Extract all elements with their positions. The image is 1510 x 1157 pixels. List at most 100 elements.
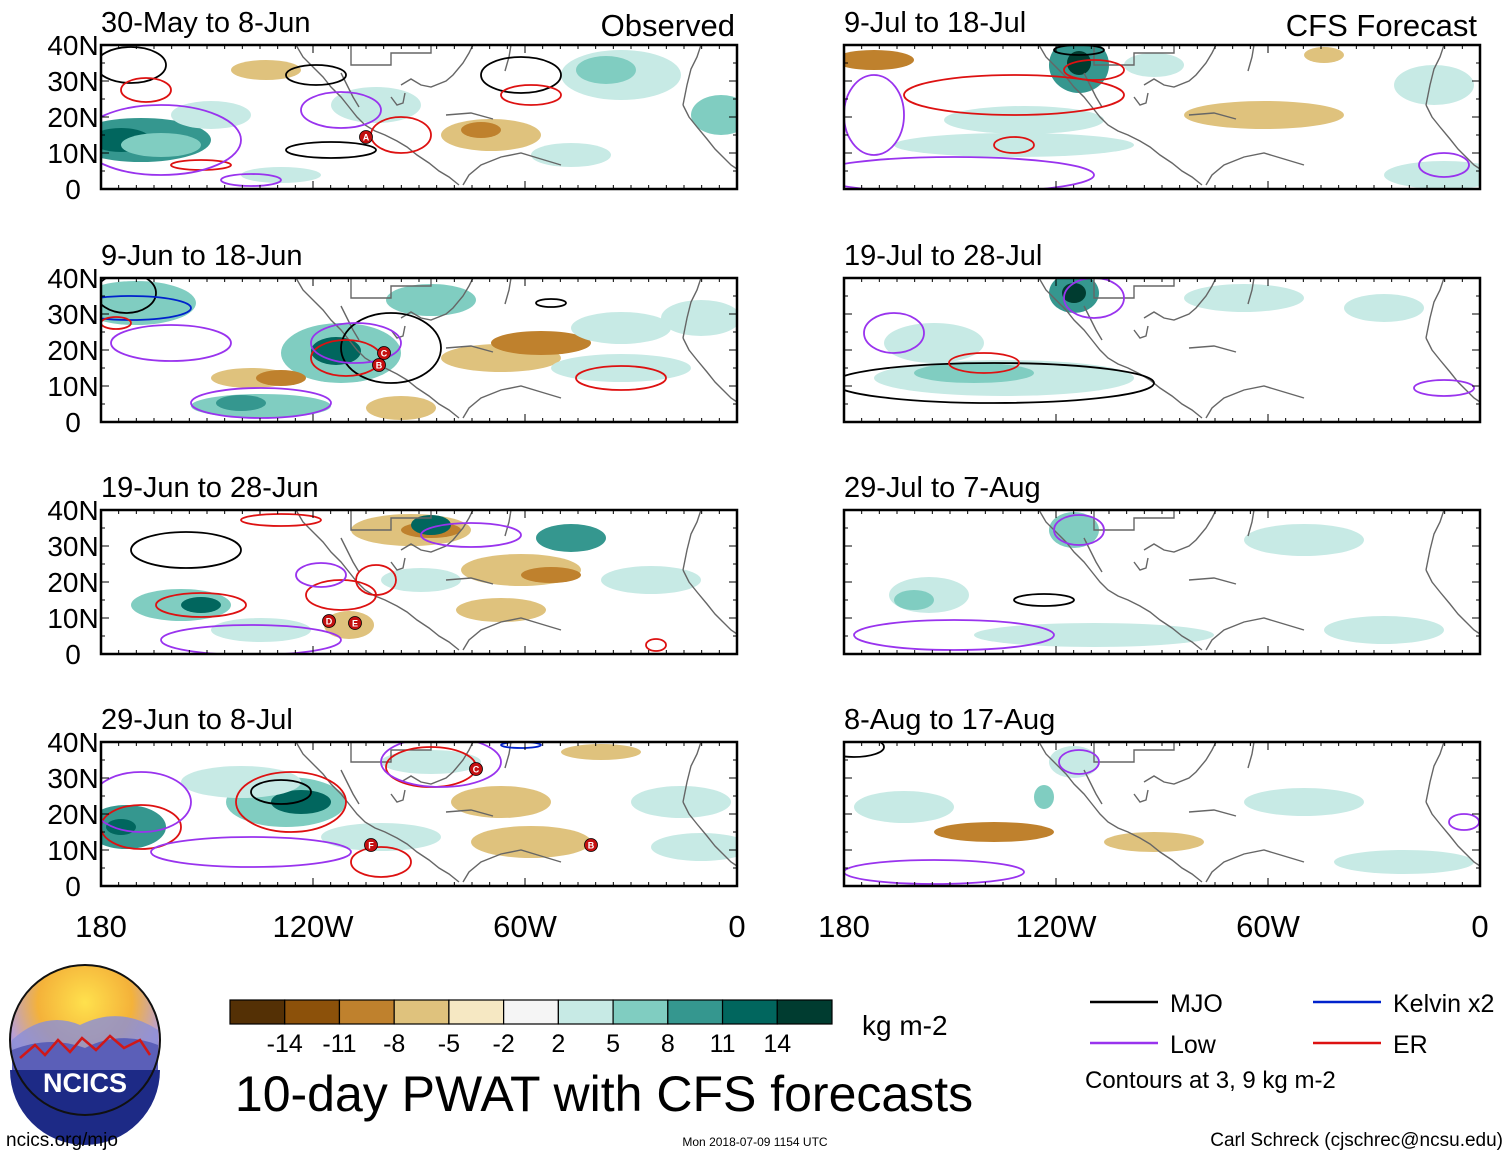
coastline [504, 278, 512, 305]
coastline [1247, 742, 1255, 769]
coastline [1038, 510, 1203, 651]
legend-label: MJO [1170, 990, 1223, 1018]
y-tick-label: 10N [47, 138, 98, 169]
coastline [1093, 278, 1175, 299]
colorbar-tick-label: -8 [383, 1030, 405, 1058]
pwat-anomaly-patch [1324, 616, 1444, 644]
colorbar-swatch [393, 999, 450, 1025]
coastline [682, 278, 702, 339]
coastline [1425, 569, 1480, 635]
axis-ticks [100, 277, 738, 423]
contour-mjo [480, 56, 562, 94]
pwat-shading [874, 278, 1424, 396]
pwat-anomaly-patch [386, 284, 476, 316]
contour-low [160, 624, 342, 654]
pwat-anomaly-patch [894, 590, 934, 610]
pwat-anomaly-patch [366, 396, 436, 420]
contour-er [101, 316, 132, 330]
colorbar-swatch [557, 999, 614, 1025]
contour-low [101, 104, 242, 176]
coastline [1205, 849, 1305, 883]
coastline [1247, 510, 1255, 537]
x-tick-label: 180 [818, 909, 870, 944]
coastline [295, 510, 460, 651]
contours [130, 513, 667, 654]
contour-low [310, 322, 402, 364]
coastline [1143, 510, 1217, 553]
contour-low [190, 387, 332, 419]
x-tick-label: 0 [728, 909, 745, 944]
coastline [504, 742, 512, 769]
contour-low [420, 522, 522, 548]
storm-letter: F [368, 841, 374, 851]
contour-low [1413, 379, 1475, 397]
pwat-anomaly-patch [651, 833, 737, 861]
y-tick-label: 10N [47, 603, 98, 634]
y-tick-label: 0 [65, 871, 81, 902]
contour-er [155, 592, 247, 618]
pwat-anomaly-patch [561, 744, 641, 760]
logo-text: NCICS [43, 1068, 127, 1098]
y-tick-label: 0 [65, 407, 81, 438]
coastline [340, 769, 360, 805]
storm-letter: C [473, 765, 480, 775]
pwat-anomaly-patch [1184, 284, 1304, 312]
coastline [1425, 278, 1445, 339]
pwat-anomaly-patch [1067, 51, 1091, 75]
y-tick-label: 40N [47, 727, 98, 758]
axis-ticks [100, 741, 738, 887]
x-tick-label: 0 [1471, 909, 1488, 944]
y-tick-label: 10N [47, 371, 98, 402]
contour-low [101, 771, 192, 833]
contour-mjo [1013, 593, 1075, 607]
contour-low [844, 859, 1025, 885]
map-panel: 29-Jul to 7-Aug [842, 472, 1482, 656]
coastline [682, 104, 737, 170]
coastline [462, 385, 562, 419]
coastline [295, 278, 460, 419]
contour-mjo [130, 531, 242, 569]
axis-ticks [843, 509, 1481, 655]
pwat-anomaly-patch [934, 822, 1054, 842]
contour-low [844, 156, 1095, 189]
y-tick-label: 20N [47, 335, 98, 366]
legend-label: ER [1393, 1031, 1428, 1059]
coastline [390, 789, 406, 803]
pwat-anomaly-patch [381, 568, 461, 592]
y-tick-label: 40N [47, 495, 98, 526]
contour-low [300, 91, 382, 129]
coastline [295, 45, 460, 186]
pwat-anomaly-patch [576, 56, 636, 84]
y-tick-label: 30N [47, 531, 98, 562]
colorbar-swatch [229, 999, 286, 1025]
contours [853, 514, 1105, 651]
contour-low [150, 836, 352, 868]
panel-period-label: 19-Jun to 28-Jun [101, 472, 319, 504]
colorbar-tick-label: -11 [322, 1030, 356, 1058]
panel-period-label: 19-Jul to 28-Jul [844, 240, 1042, 272]
coastline [1425, 337, 1480, 403]
pwat-anomaly-patch [1344, 294, 1424, 322]
coastline [1038, 742, 1203, 883]
y-tick-label: 30N [47, 299, 98, 330]
x-axis-labels: 180 120W 60W 0 180 120W 60W 0 [75, 909, 1488, 944]
coastline [400, 45, 474, 88]
colorbar-swatch [776, 999, 833, 1025]
coastline [504, 510, 512, 537]
coastline [1083, 769, 1103, 805]
pwat-anomaly-patch [256, 370, 306, 386]
contours [844, 278, 1475, 404]
coastline [445, 112, 494, 120]
pwat-anomaly-patch [411, 515, 451, 535]
colorbar-tick-label: -2 [493, 1030, 515, 1058]
pwat-anomaly-patch [456, 598, 546, 622]
pwat-anomaly-patch [216, 395, 266, 411]
coastline [1143, 742, 1217, 785]
contour-mjo [101, 278, 157, 314]
coastline [340, 537, 360, 573]
footer-timestamp: Mon 2018-07-09 1154 UTC [682, 1135, 828, 1149]
coastline [390, 92, 406, 106]
storm-marker: C [469, 762, 483, 776]
